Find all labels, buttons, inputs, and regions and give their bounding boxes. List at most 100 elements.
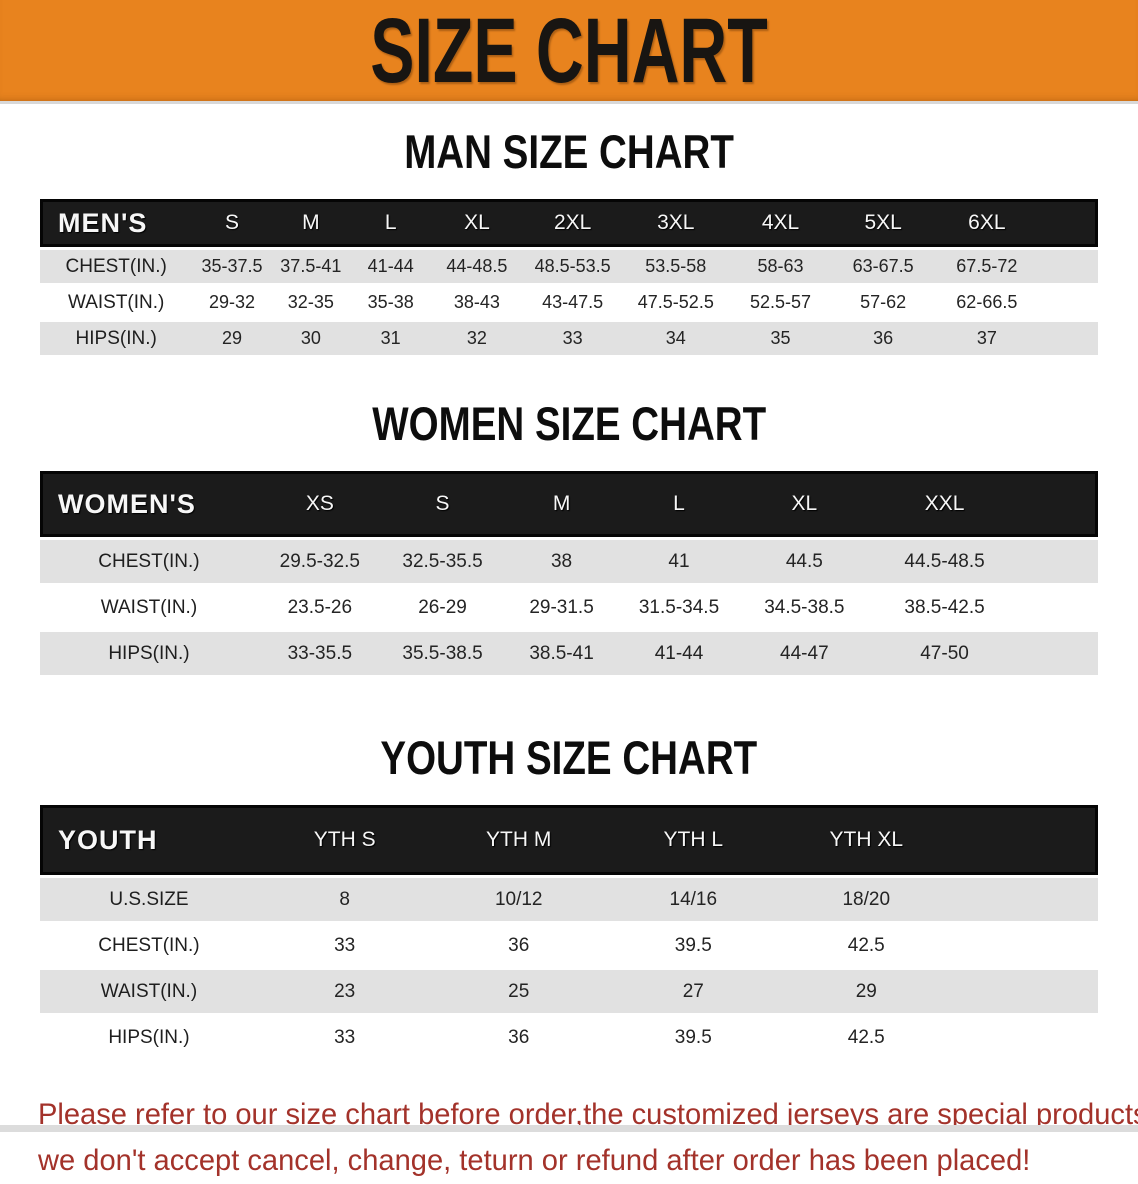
size-value-cell: 29 (192, 322, 272, 355)
measure-row-label: WAIST(IN.) (40, 586, 258, 629)
measure-row-label: HIPS(IN.) (40, 322, 193, 355)
row-spacer (1018, 540, 1098, 583)
size-column-header: YTH L (606, 805, 781, 875)
size-column-header: 3XL (622, 199, 729, 247)
size-value-cell: 38.5-42.5 (870, 586, 1019, 629)
size-column-header: 5XL (832, 199, 934, 247)
size-column-header: YTH M (431, 805, 606, 875)
size-column-header: S (381, 471, 504, 537)
size-value-cell: 31.5-34.5 (619, 586, 739, 629)
youth-size-table: YOUTH YTH S YTH M YTH L YTH XL U.S.SIZE 8 10/12… (40, 802, 1098, 1062)
youth-size-section: YOUTH SIZE CHART YOUTH YTH S YTH M YTH L YTH… (0, 734, 1138, 1062)
size-value-cell: 38 (503, 540, 620, 583)
table-row: CHEST(IN.) 35-37.5 37.5-41 41-44 44-48.5 48.5… (40, 250, 1098, 283)
size-value-cell: 39.5 (606, 924, 781, 967)
size-value-cell: 33 (257, 1016, 432, 1059)
women-size-section: WOMEN SIZE CHART WOMEN'S XS S M L XL XXL CHEST(… (0, 400, 1138, 678)
size-value-cell: 48.5-53.5 (522, 250, 623, 283)
banner-title: SIZE CHART (370, 0, 768, 102)
size-value-cell: 37.5-41 (271, 250, 350, 283)
table-row: U.S.SIZE 8 10/12 14/16 18/20 (40, 878, 1098, 921)
size-value-cell: 43-47.5 (522, 286, 623, 319)
table-row: WAIST(IN.) 23.5-26 26-29 29-31.5 31.5-34.5 34… (40, 586, 1098, 629)
size-value-cell: 41 (619, 540, 739, 583)
measure-row-label: HIPS(IN.) (40, 632, 258, 675)
table-row: HIPS(IN.) 29 30 31 32 33 34 35 36 37 (40, 322, 1098, 355)
size-value-cell: 42.5 (780, 924, 952, 967)
size-column-header: XS (257, 471, 382, 537)
women-size-table: WOMEN'S XS S M L XL XXL CHEST(IN.) 29.5-32.5 32.5… (40, 468, 1098, 678)
row-spacer (951, 970, 1098, 1013)
size-value-cell: 23.5-26 (257, 586, 382, 629)
size-value-cell: 30 (271, 322, 350, 355)
row-spacer (951, 878, 1098, 921)
size-value-cell: 57-62 (832, 286, 934, 319)
row-spacer (1039, 322, 1098, 355)
size-value-cell: 36 (832, 322, 934, 355)
size-value-cell: 26-29 (381, 586, 504, 629)
measure-row-label: WAIST(IN.) (40, 970, 258, 1013)
row-spacer (1039, 286, 1098, 319)
size-value-cell: 58-63 (728, 250, 833, 283)
size-value-cell: 29-32 (192, 286, 272, 319)
size-value-cell: 8 (257, 878, 432, 921)
size-value-cell: 44-47 (738, 632, 871, 675)
bottom-edge-strip (0, 1125, 1138, 1132)
men-size-table: MEN'S S M L XL 2XL 3XL 4XL 5XL 6XL CHEST(IN.) 35-37… (40, 196, 1098, 358)
size-column-header: XXL (870, 471, 1019, 537)
men-section-title-text: MAN SIZE CHART (404, 125, 734, 178)
size-column-header: YTH S (257, 805, 432, 875)
size-value-cell: 37 (933, 322, 1040, 355)
table-row: WAIST(IN.) 23 25 27 29 (40, 970, 1098, 1013)
size-value-cell: 32-35 (271, 286, 350, 319)
size-value-cell: 53.5-58 (622, 250, 729, 283)
size-column-header: L (619, 471, 739, 537)
size-table-header-row: YOUTH YTH S YTH M YTH L YTH XL (40, 805, 1098, 875)
size-value-cell: 25 (431, 970, 606, 1013)
size-value-cell: 18/20 (780, 878, 952, 921)
size-value-cell: 34 (622, 322, 729, 355)
size-value-cell: 14/16 (606, 878, 781, 921)
size-column-header: XL (431, 199, 523, 247)
row-spacer (951, 1016, 1098, 1059)
size-value-cell: 32.5-35.5 (381, 540, 504, 583)
size-value-cell: 47.5-52.5 (622, 286, 729, 319)
youth-section-title: YOUTH SIZE CHART (0, 734, 1138, 782)
size-value-cell: 33-35.5 (257, 632, 382, 675)
order-disclaimer: Please refer to our size chart before or… (38, 1092, 1138, 1184)
size-value-cell: 35-38 (349, 286, 432, 319)
size-value-cell: 67.5-72 (933, 250, 1040, 283)
disclaimer-line-2: we don't accept cancel, change, teturn o… (38, 1144, 1031, 1177)
row-spacer (951, 924, 1098, 967)
size-value-cell: 33 (522, 322, 623, 355)
size-value-cell: 63-67.5 (832, 250, 934, 283)
measure-row-label: CHEST(IN.) (40, 540, 258, 583)
size-value-cell: 35.5-38.5 (381, 632, 504, 675)
size-value-cell: 41-44 (619, 632, 739, 675)
measure-row-label: U.S.SIZE (40, 878, 258, 921)
size-column-header: M (271, 199, 350, 247)
size-value-cell: 31 (349, 322, 432, 355)
size-value-cell: 35-37.5 (192, 250, 272, 283)
header-spacer (1039, 199, 1098, 247)
table-group-label: MEN'S (40, 199, 193, 247)
size-value-cell: 44.5-48.5 (870, 540, 1019, 583)
row-spacer (1018, 586, 1098, 629)
size-value-cell: 29.5-32.5 (257, 540, 382, 583)
size-value-cell: 36 (431, 924, 606, 967)
size-value-cell: 29-31.5 (503, 586, 620, 629)
size-value-cell: 34.5-38.5 (738, 586, 871, 629)
table-row: WAIST(IN.) 29-32 32-35 35-38 38-43 43-47.5 47.… (40, 286, 1098, 319)
table-row: CHEST(IN.) 33 36 39.5 42.5 (40, 924, 1098, 967)
size-column-header: M (503, 471, 620, 537)
size-column-header: 2XL (522, 199, 623, 247)
size-value-cell: 27 (606, 970, 781, 1013)
size-value-cell: 33 (257, 924, 432, 967)
size-value-cell: 44-48.5 (431, 250, 523, 283)
size-value-cell: 32 (431, 322, 523, 355)
header-spacer (1018, 471, 1098, 537)
table-row: HIPS(IN.) 33-35.5 35.5-38.5 38.5-41 41-44 44-… (40, 632, 1098, 675)
row-spacer (1039, 250, 1098, 283)
size-column-header: XL (738, 471, 871, 537)
size-column-header: 6XL (933, 199, 1040, 247)
